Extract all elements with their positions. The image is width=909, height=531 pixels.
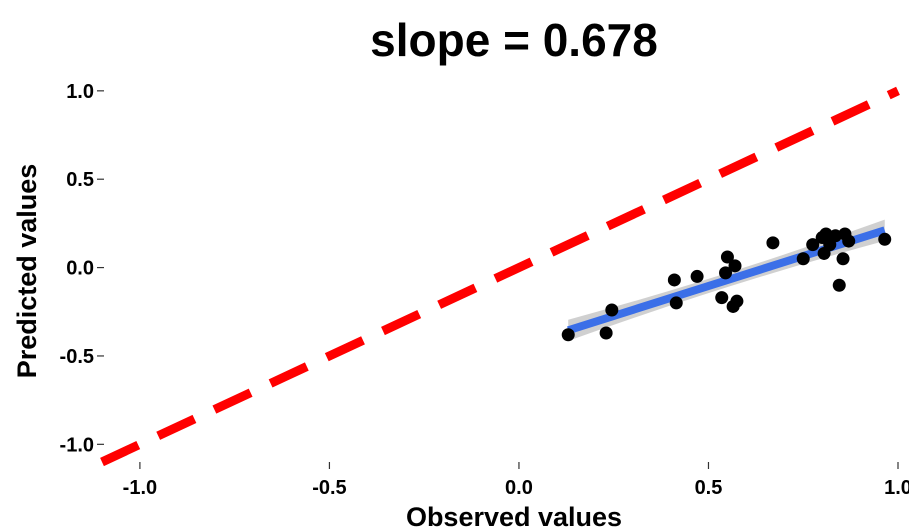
data-point bbox=[605, 303, 619, 317]
data-point bbox=[806, 238, 820, 252]
x-tick-label: -0.5 bbox=[312, 477, 346, 499]
x-tick-label: 0.0 bbox=[505, 477, 533, 499]
data-point bbox=[766, 236, 780, 250]
y-tick-label: 0.0 bbox=[66, 258, 94, 280]
y-axis-ticks: -1.0 -0.5 0.0 0.5 1.0 bbox=[60, 81, 104, 456]
identity-line bbox=[100, 86, 900, 467]
x-tick-label: -1.0 bbox=[123, 477, 157, 499]
points-layer bbox=[561, 227, 892, 342]
y-tick-label: -0.5 bbox=[60, 346, 94, 368]
data-point bbox=[720, 250, 734, 264]
data-point bbox=[667, 273, 681, 287]
chart-title: slope = 0.678 bbox=[370, 14, 658, 66]
x-axis-title: Observed values bbox=[406, 502, 622, 531]
data-point bbox=[599, 326, 613, 340]
identity-line-layer bbox=[100, 86, 900, 467]
data-point bbox=[796, 252, 810, 266]
data-point bbox=[728, 259, 742, 273]
data-point bbox=[730, 294, 744, 308]
y-tick-label: 1.0 bbox=[66, 81, 94, 103]
y-tick-label: 0.5 bbox=[66, 169, 94, 191]
y-axis-title: Predicted values bbox=[12, 164, 42, 379]
data-point bbox=[690, 269, 704, 283]
y-tick-label: -1.0 bbox=[60, 434, 94, 456]
data-point bbox=[836, 252, 850, 266]
x-axis-ticks: -1.0 -0.5 0.0 0.5 1.0 bbox=[123, 462, 909, 499]
data-point bbox=[669, 296, 683, 310]
data-point bbox=[715, 291, 729, 305]
data-point bbox=[878, 232, 892, 246]
data-point bbox=[842, 234, 856, 248]
data-point bbox=[832, 278, 846, 292]
data-point bbox=[719, 266, 733, 280]
x-tick-label: 0.5 bbox=[695, 477, 723, 499]
data-point bbox=[561, 328, 575, 342]
x-tick-label: 1.0 bbox=[884, 477, 909, 499]
